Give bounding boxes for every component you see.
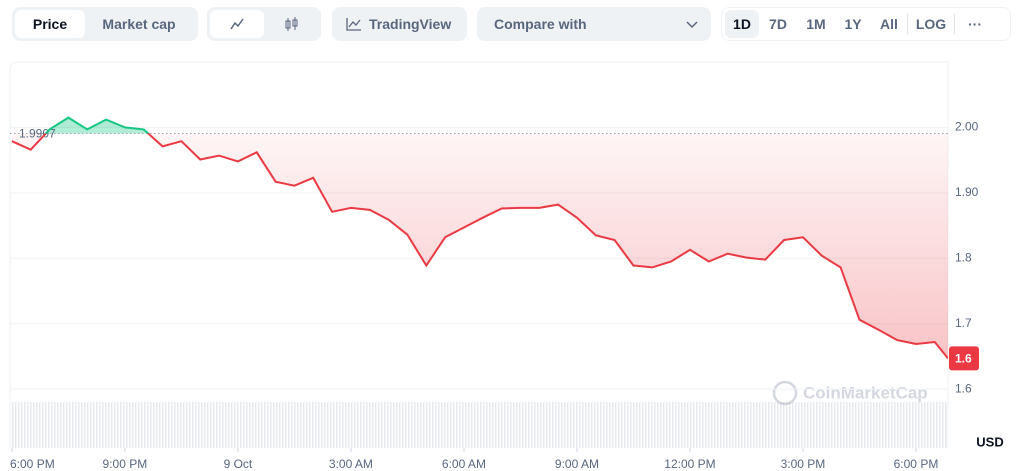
range-button[interactable]: 7D	[769, 16, 787, 32]
x-tick-label: 9:00 PM	[103, 457, 148, 471]
x-tick-label: 9 Oct	[224, 457, 253, 471]
price-tab[interactable]: Price	[15, 10, 85, 38]
chevron	[686, 21, 698, 29]
x-tick-label: 6:00 AM	[442, 457, 486, 471]
x-tick-label: 3:00 AM	[329, 457, 373, 471]
area-below	[11, 133, 948, 359]
compare-select[interactable]: Compare with	[477, 7, 711, 41]
y-tick-label: 1.8	[955, 250, 972, 264]
line-icon	[230, 18, 244, 30]
volume-texture	[11, 402, 947, 448]
range-button[interactable]: 1M	[806, 16, 826, 32]
range-button[interactable]: 1Y	[844, 16, 862, 32]
x-tick-label: 12:00 PM	[664, 457, 715, 471]
compare-label: Compare with	[494, 16, 587, 32]
candle-button[interactable]	[264, 10, 318, 38]
watermark-text: CoinMarketCap	[803, 383, 928, 402]
divider	[954, 14, 955, 34]
divider	[907, 14, 908, 34]
area-above	[11, 117, 948, 134]
view-toggle: Price Market cap	[12, 7, 198, 41]
tv-icon	[346, 18, 361, 31]
x-tick-label: 6:00 PM	[894, 457, 939, 471]
currency-label: USD	[976, 434, 1003, 449]
x-tick-label: 6:00 PM	[10, 457, 55, 471]
range-group: 1D 7D 1M 1Y All LOG ···	[721, 7, 1011, 41]
y-tick-label: 1.6	[955, 381, 972, 395]
range-button[interactable]: 1D	[725, 10, 759, 38]
market-cap-tab[interactable]: Market cap	[102, 16, 176, 32]
log-button[interactable]: LOG	[915, 16, 947, 32]
tradingview-button[interactable]: TradingView	[332, 7, 467, 41]
price-line	[44, 116, 150, 134]
y-tick-label: 1.7	[955, 316, 972, 330]
watermark: CoinMarketCap	[772, 380, 928, 406]
baseline-label: 1.9907	[19, 127, 56, 141]
plot-frame	[9, 61, 949, 448]
tradingview-label: TradingView	[369, 16, 452, 32]
price-badge	[949, 346, 979, 371]
candle-icon	[285, 17, 298, 31]
y-tick-label: 2.00	[955, 120, 979, 134]
line-button[interactable]	[210, 10, 264, 38]
range-button[interactable]: All	[880, 16, 898, 32]
x-tick-label: 9:00 AM	[555, 457, 599, 471]
price-badge-label: 1.6	[955, 352, 972, 366]
chart-style	[207, 7, 321, 41]
y-tick-label: 1.90	[955, 185, 979, 199]
x-tick-label: 3:00 PM	[781, 457, 826, 471]
price-line	[11, 133, 948, 360]
more-button[interactable]: ···	[968, 16, 982, 32]
